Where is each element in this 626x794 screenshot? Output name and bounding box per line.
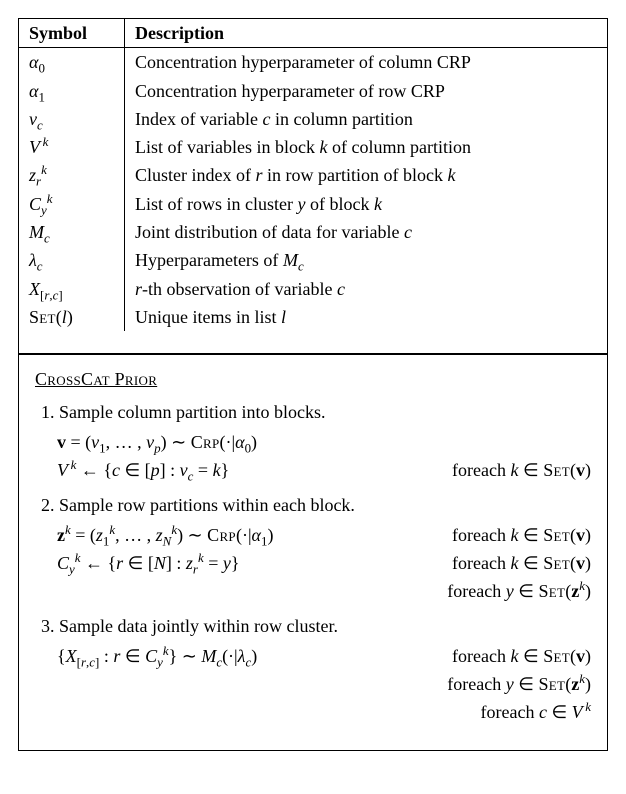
table-row: Set(l)Unique items in list l	[19, 303, 607, 331]
description-cell: Concentration hyperparameter of column C…	[125, 48, 608, 77]
table-row: zrkCluster index of r in row partition o…	[19, 161, 607, 189]
table-row: vcIndex of variable c in column partitio…	[19, 105, 607, 133]
table-row: V kList of variables in block k of colum…	[19, 133, 607, 161]
table-row: α0Concentration hyperparameter of column…	[19, 48, 607, 77]
symbol-cell: zrk	[19, 161, 125, 189]
symbol-table: Symbol Description α0Concentration hyper…	[19, 19, 607, 331]
math-line: zk = (z1k, … , zNk) ∼ Crp(·|α1) foreach k…	[57, 522, 591, 550]
math-rhs: foreach k ∈ Set(v)	[452, 643, 591, 671]
description-cell: List of variables in block k of column p…	[125, 133, 608, 161]
table-row: CykList of rows in cluster y of block k	[19, 190, 607, 218]
symbol-header: Symbol	[19, 19, 125, 48]
math-line: Cyk ← {r ∈ [N] : zrk = y} foreach k ∈ Set…	[57, 550, 591, 578]
description-cell: Concentration hyperparameter of row CRP	[125, 77, 608, 105]
description-cell: Joint distribution of data for variable …	[125, 218, 608, 246]
math-rhs-trailing: foreach c ∈ V k	[57, 699, 591, 727]
table-row: λcHyperparameters of Mc	[19, 246, 607, 274]
math-lhs: {X[r,c] : r ∈ Cyk} ∼ Mc(·|λc)	[57, 643, 257, 671]
math-line: {X[r,c] : r ∈ Cyk} ∼ Mc(·|λc) foreach k ∈…	[57, 643, 591, 671]
table-row: X[r,c]r-th observation of variable c	[19, 275, 607, 303]
description-cell: r-th observation of variable c	[125, 275, 608, 303]
description-cell: Index of variable c in column partition	[125, 105, 608, 133]
symbol-cell: λc	[19, 246, 125, 274]
math-lhs: Cyk ← {r ∈ [N] : zrk = y}	[57, 550, 239, 578]
description-cell: List of rows in cluster y of block k	[125, 190, 608, 218]
prior-step: 2. Sample row partitions within each blo…	[41, 495, 591, 516]
description-cell: Cluster index of r in row partition of b…	[125, 161, 608, 189]
description-header: Description	[125, 19, 608, 48]
math-lhs: V k ← {c ∈ [p] : vc = k}	[57, 457, 229, 485]
math-line: v = (v1, … , vp) ∼ Crp(·|α0)	[57, 429, 591, 457]
symbol-cell: Set(l)	[19, 303, 125, 331]
symbol-cell: α1	[19, 77, 125, 105]
math-lhs: zk = (z1k, … , zNk) ∼ Crp(·|α1)	[57, 522, 273, 550]
prior-title: CrossCat Prior	[35, 369, 591, 390]
prior-step: 3. Sample data jointly within row cluste…	[41, 616, 591, 637]
table-row: McJoint distribution of data for variabl…	[19, 218, 607, 246]
math-line: V k ← {c ∈ [p] : vc = k} foreach k ∈ Set(…	[57, 457, 591, 485]
math-block: v = (v1, … , vp) ∼ Crp(·|α0)V k ← {c ∈ […	[57, 429, 591, 485]
math-rhs: foreach k ∈ Set(v)	[452, 550, 591, 578]
description-cell: Hyperparameters of Mc	[125, 246, 608, 274]
crosscat-prior-box: CrossCat Prior 1. Sample column partitio…	[18, 354, 608, 751]
math-rhs-trailing: foreach y ∈ Set(zk)	[57, 671, 591, 699]
math-rhs-trailing: foreach y ∈ Set(zk)	[57, 578, 591, 606]
symbol-cell: X[r,c]	[19, 275, 125, 303]
prior-step: 1. Sample column partition into blocks.	[41, 402, 591, 423]
symbol-cell: Mc	[19, 218, 125, 246]
table-row: α1Concentration hyperparameter of row CR…	[19, 77, 607, 105]
math-block: {X[r,c] : r ∈ Cyk} ∼ Mc(·|λc) foreach k ∈…	[57, 643, 591, 727]
math-rhs: foreach k ∈ Set(v)	[452, 522, 591, 550]
symbol-cell: V k	[19, 133, 125, 161]
symbol-cell: Cyk	[19, 190, 125, 218]
math-lhs: v = (v1, … , vp) ∼ Crp(·|α0)	[57, 429, 257, 457]
symbol-cell: α0	[19, 48, 125, 77]
symbol-cell: vc	[19, 105, 125, 133]
symbol-table-container: Symbol Description α0Concentration hyper…	[18, 18, 608, 354]
description-cell: Unique items in list l	[125, 303, 608, 331]
math-rhs: foreach k ∈ Set(v)	[452, 457, 591, 485]
math-block: zk = (z1k, … , zNk) ∼ Crp(·|α1) foreach k…	[57, 522, 591, 606]
